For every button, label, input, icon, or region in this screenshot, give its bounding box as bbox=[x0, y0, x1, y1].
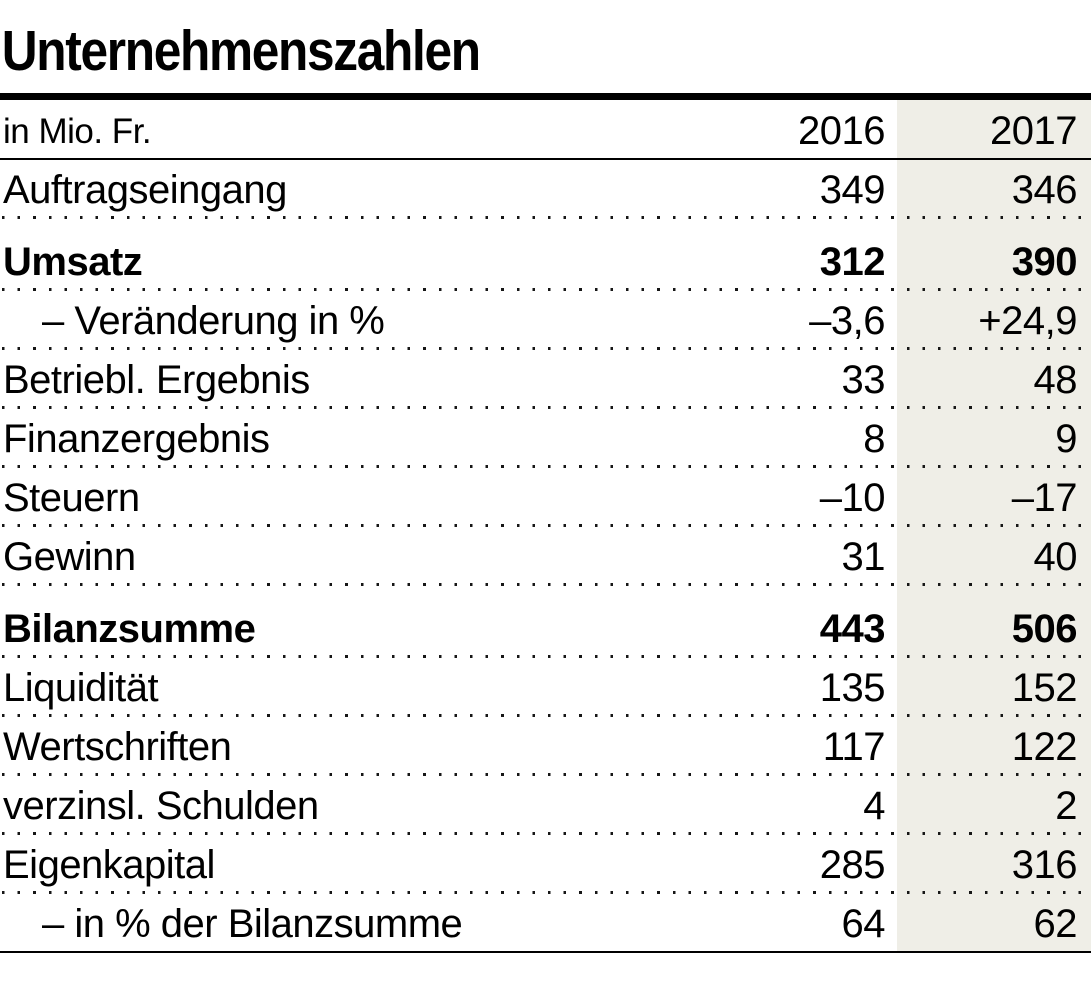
value-2016: 443 bbox=[707, 586, 897, 658]
table-body: Auftragseingang 349 346 Umsatz 312 390 –… bbox=[0, 160, 1091, 953]
table-row: – Veränderung in % –3,6 +24,9 bbox=[0, 291, 1091, 350]
unit-label: in Mio. Fr. bbox=[0, 100, 707, 160]
table-row: Auftragseingang 349 346 bbox=[0, 160, 1091, 219]
table-header-row: in Mio. Fr. 2016 2017 bbox=[0, 100, 1091, 160]
row-label: – Veränderung in % bbox=[0, 291, 707, 350]
value-2016: 135 bbox=[707, 658, 897, 717]
table-row: Umsatz 312 390 bbox=[0, 219, 1091, 291]
value-2016: –3,6 bbox=[707, 291, 897, 350]
value-2017: 2 bbox=[897, 776, 1091, 835]
row-label: Betriebl. Ergebnis bbox=[0, 350, 707, 409]
row-label: Wertschriften bbox=[0, 717, 707, 776]
value-2016: 312 bbox=[707, 219, 897, 291]
value-2016: 285 bbox=[707, 835, 897, 894]
table-row: Gewinn 31 40 bbox=[0, 527, 1091, 586]
row-label: Bilanzsumme bbox=[0, 586, 707, 658]
value-2017: 40 bbox=[897, 527, 1091, 586]
row-label: Eigenkapital bbox=[0, 835, 707, 894]
table-row: Betriebl. Ergebnis 33 48 bbox=[0, 350, 1091, 409]
value-2016: 31 bbox=[707, 527, 897, 586]
value-2017: 122 bbox=[897, 717, 1091, 776]
column-header-2017: 2017 bbox=[897, 100, 1091, 160]
page-title: Unternehmenszahlen bbox=[0, 0, 949, 93]
value-2016: 349 bbox=[707, 160, 897, 219]
table-row: Bilanzsumme 443 506 bbox=[0, 586, 1091, 658]
value-2016: 33 bbox=[707, 350, 897, 409]
row-label: verzinsl. Schulden bbox=[0, 776, 707, 835]
row-label: Finanzergebnis bbox=[0, 409, 707, 468]
value-2017: 152 bbox=[897, 658, 1091, 717]
row-label: – in % der Bilanzsumme bbox=[0, 894, 707, 953]
row-label: Auftragseingang bbox=[0, 160, 707, 219]
value-2017: 9 bbox=[897, 409, 1091, 468]
financial-table: in Mio. Fr. 2016 2017 Auftragseingang 34… bbox=[0, 100, 1091, 953]
table-row: Eigenkapital 285 316 bbox=[0, 835, 1091, 894]
row-label: Umsatz bbox=[0, 219, 707, 291]
value-2017: 48 bbox=[897, 350, 1091, 409]
value-2017: –17 bbox=[897, 468, 1091, 527]
table-row: verzinsl. Schulden 4 2 bbox=[0, 776, 1091, 835]
value-2017: 506 bbox=[897, 586, 1091, 658]
table-row: Finanzergebnis 8 9 bbox=[0, 409, 1091, 468]
value-2017: 346 bbox=[897, 160, 1091, 219]
row-label: Liquidität bbox=[0, 658, 707, 717]
table-row: Steuern –10 –17 bbox=[0, 468, 1091, 527]
table-row: Liquidität 135 152 bbox=[0, 658, 1091, 717]
table-row: – in % der Bilanzsumme 64 62 bbox=[0, 894, 1091, 953]
value-2017: 62 bbox=[897, 894, 1091, 953]
title-rule bbox=[0, 93, 1091, 100]
row-label: Gewinn bbox=[0, 527, 707, 586]
value-2016: 64 bbox=[707, 894, 897, 953]
value-2016: 117 bbox=[707, 717, 897, 776]
value-2016: –10 bbox=[707, 468, 897, 527]
value-2016: 8 bbox=[707, 409, 897, 468]
value-2017: 390 bbox=[897, 219, 1091, 291]
value-2017: 316 bbox=[897, 835, 1091, 894]
row-label: Steuern bbox=[0, 468, 707, 527]
value-2017: +24,9 bbox=[897, 291, 1091, 350]
value-2016: 4 bbox=[707, 776, 897, 835]
company-figures-infographic: Unternehmenszahlen in Mio. Fr. 2016 2017… bbox=[0, 0, 1091, 985]
column-header-2016: 2016 bbox=[707, 100, 897, 160]
table-row: Wertschriften 117 122 bbox=[0, 717, 1091, 776]
